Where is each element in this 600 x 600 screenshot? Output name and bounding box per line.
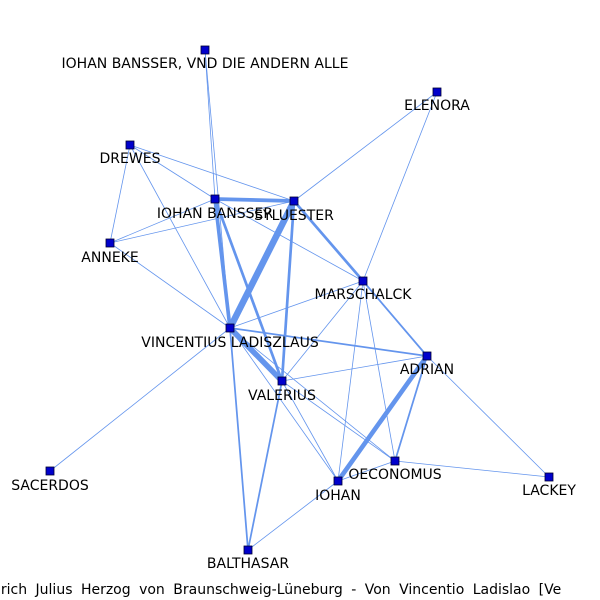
edge-anneke-syluester bbox=[109, 200, 295, 244]
node-label-oeconomus: OECONOMUS bbox=[348, 467, 441, 483]
node-label-vincentius-ladiszlaus: VINCENTIUS LADISZLAUS bbox=[141, 335, 319, 351]
node-label-syluester: SYLUESTER bbox=[254, 208, 334, 224]
edge-iohan-bansser-vincentius-ladiszlaus bbox=[213, 197, 232, 330]
node-elenora[interactable] bbox=[432, 87, 442, 97]
node-label-iohan-bansser-vnd-die-andern-alle: IOHAN BANSSER, VND DIE ANDERN ALLE bbox=[62, 56, 349, 72]
edge-layer bbox=[49, 49, 550, 551]
edge-drewes-vincentius-ladiszlaus bbox=[129, 144, 231, 329]
edge-drewes-anneke bbox=[109, 144, 131, 244]
edge-marschalck-vincentius-ladiszlaus bbox=[229, 280, 364, 329]
node-balthasar[interactable] bbox=[243, 545, 253, 555]
edge-iohan-bansser-vnd-die-andern-alle-iohan-bansser bbox=[204, 49, 216, 200]
node-vincentius-ladiszlaus[interactable] bbox=[225, 323, 235, 333]
node-syluester[interactable] bbox=[289, 196, 299, 206]
node-layer bbox=[45, 45, 554, 555]
node-label-balthasar: BALTHASAR bbox=[207, 556, 289, 572]
edge-vincentius-ladiszlaus-sacerdos bbox=[49, 327, 231, 472]
edge-iohan-balthasar bbox=[247, 480, 339, 551]
edge-elenora-syluester bbox=[293, 91, 438, 202]
edge-valerius-adrian bbox=[281, 355, 428, 382]
edge-adrian-lackey bbox=[426, 355, 550, 478]
edge-iohan-bansser-marschalck bbox=[214, 198, 364, 282]
edge-vincentius-ladiszlaus-adrian bbox=[229, 327, 428, 357]
edge-vincentius-ladiszlaus-valerius bbox=[227, 325, 285, 384]
node-drewes[interactable] bbox=[125, 140, 135, 150]
edge-marschalck-adrian bbox=[362, 280, 428, 357]
edge-oeconomus-lackey bbox=[394, 460, 550, 478]
node-label-drewes: DREWES bbox=[100, 151, 161, 167]
node-anneke[interactable] bbox=[105, 238, 115, 248]
node-label-iohan-bansser: IOHAN BANSSER bbox=[157, 206, 273, 222]
node-oeconomus[interactable] bbox=[390, 456, 400, 466]
node-sacerdos[interactable] bbox=[45, 466, 55, 476]
edge-iohan-bansser-syluester bbox=[213, 197, 296, 203]
node-label-lackey: LACKEY bbox=[522, 483, 576, 499]
node-lackey[interactable] bbox=[544, 472, 554, 482]
edge-vincentius-ladiszlaus-iohan bbox=[229, 327, 339, 482]
edge-valerius-iohan bbox=[281, 380, 339, 482]
edge-drewes-syluester bbox=[129, 144, 295, 202]
node-iohan[interactable] bbox=[333, 476, 343, 486]
edge-syluester-marschalck bbox=[292, 199, 365, 283]
edge-drewes-iohan-bansser bbox=[129, 144, 216, 200]
edge-vincentius-ladiszlaus-balthasar bbox=[229, 327, 249, 551]
edge-anneke-iohan-bansser bbox=[109, 198, 216, 244]
node-valerius[interactable] bbox=[277, 376, 287, 386]
node-label-elenora: ELENORA bbox=[404, 98, 470, 114]
node-label-sacerdos: SACERDOS bbox=[11, 478, 89, 494]
edge-valerius-balthasar bbox=[247, 380, 283, 551]
node-adrian[interactable] bbox=[422, 351, 432, 361]
node-label-adrian: ADRIAN bbox=[400, 362, 454, 378]
caption: nrich Julius Herzog von Braunschweig-Lün… bbox=[0, 582, 561, 598]
edge-syluester-valerius bbox=[280, 199, 296, 383]
edge-valerius-oeconomus bbox=[281, 380, 396, 462]
edge-syluester-vincentius-ladiszlaus bbox=[226, 197, 298, 332]
edge-anneke-vincentius-ladiszlaus bbox=[109, 242, 231, 329]
edge-marschalck-valerius bbox=[281, 280, 364, 382]
edge-elenora-marschalck bbox=[362, 91, 438, 282]
node-iohan-bansser-vnd-die-andern-alle[interactable] bbox=[200, 45, 210, 55]
node-label-valerius: VALERIUS bbox=[248, 388, 316, 404]
label-layer: IOHAN BANSSER, VND DIE ANDERN ALLE ELENOR… bbox=[11, 56, 576, 572]
edge-marschalck-oeconomus bbox=[362, 280, 396, 462]
edge-adrian-iohan bbox=[335, 353, 430, 484]
edge-oeconomus-iohan bbox=[337, 460, 396, 482]
node-label-anneke: ANNEKE bbox=[81, 250, 138, 266]
node-marschalck[interactable] bbox=[358, 276, 368, 286]
node-iohan-bansser[interactable] bbox=[210, 194, 220, 204]
edge-adrian-oeconomus bbox=[394, 355, 428, 462]
node-label-marschalck: MARSCHALCK bbox=[315, 287, 413, 303]
edge-marschalck-iohan bbox=[337, 280, 364, 482]
node-label-iohan: IOHAN bbox=[315, 488, 361, 504]
